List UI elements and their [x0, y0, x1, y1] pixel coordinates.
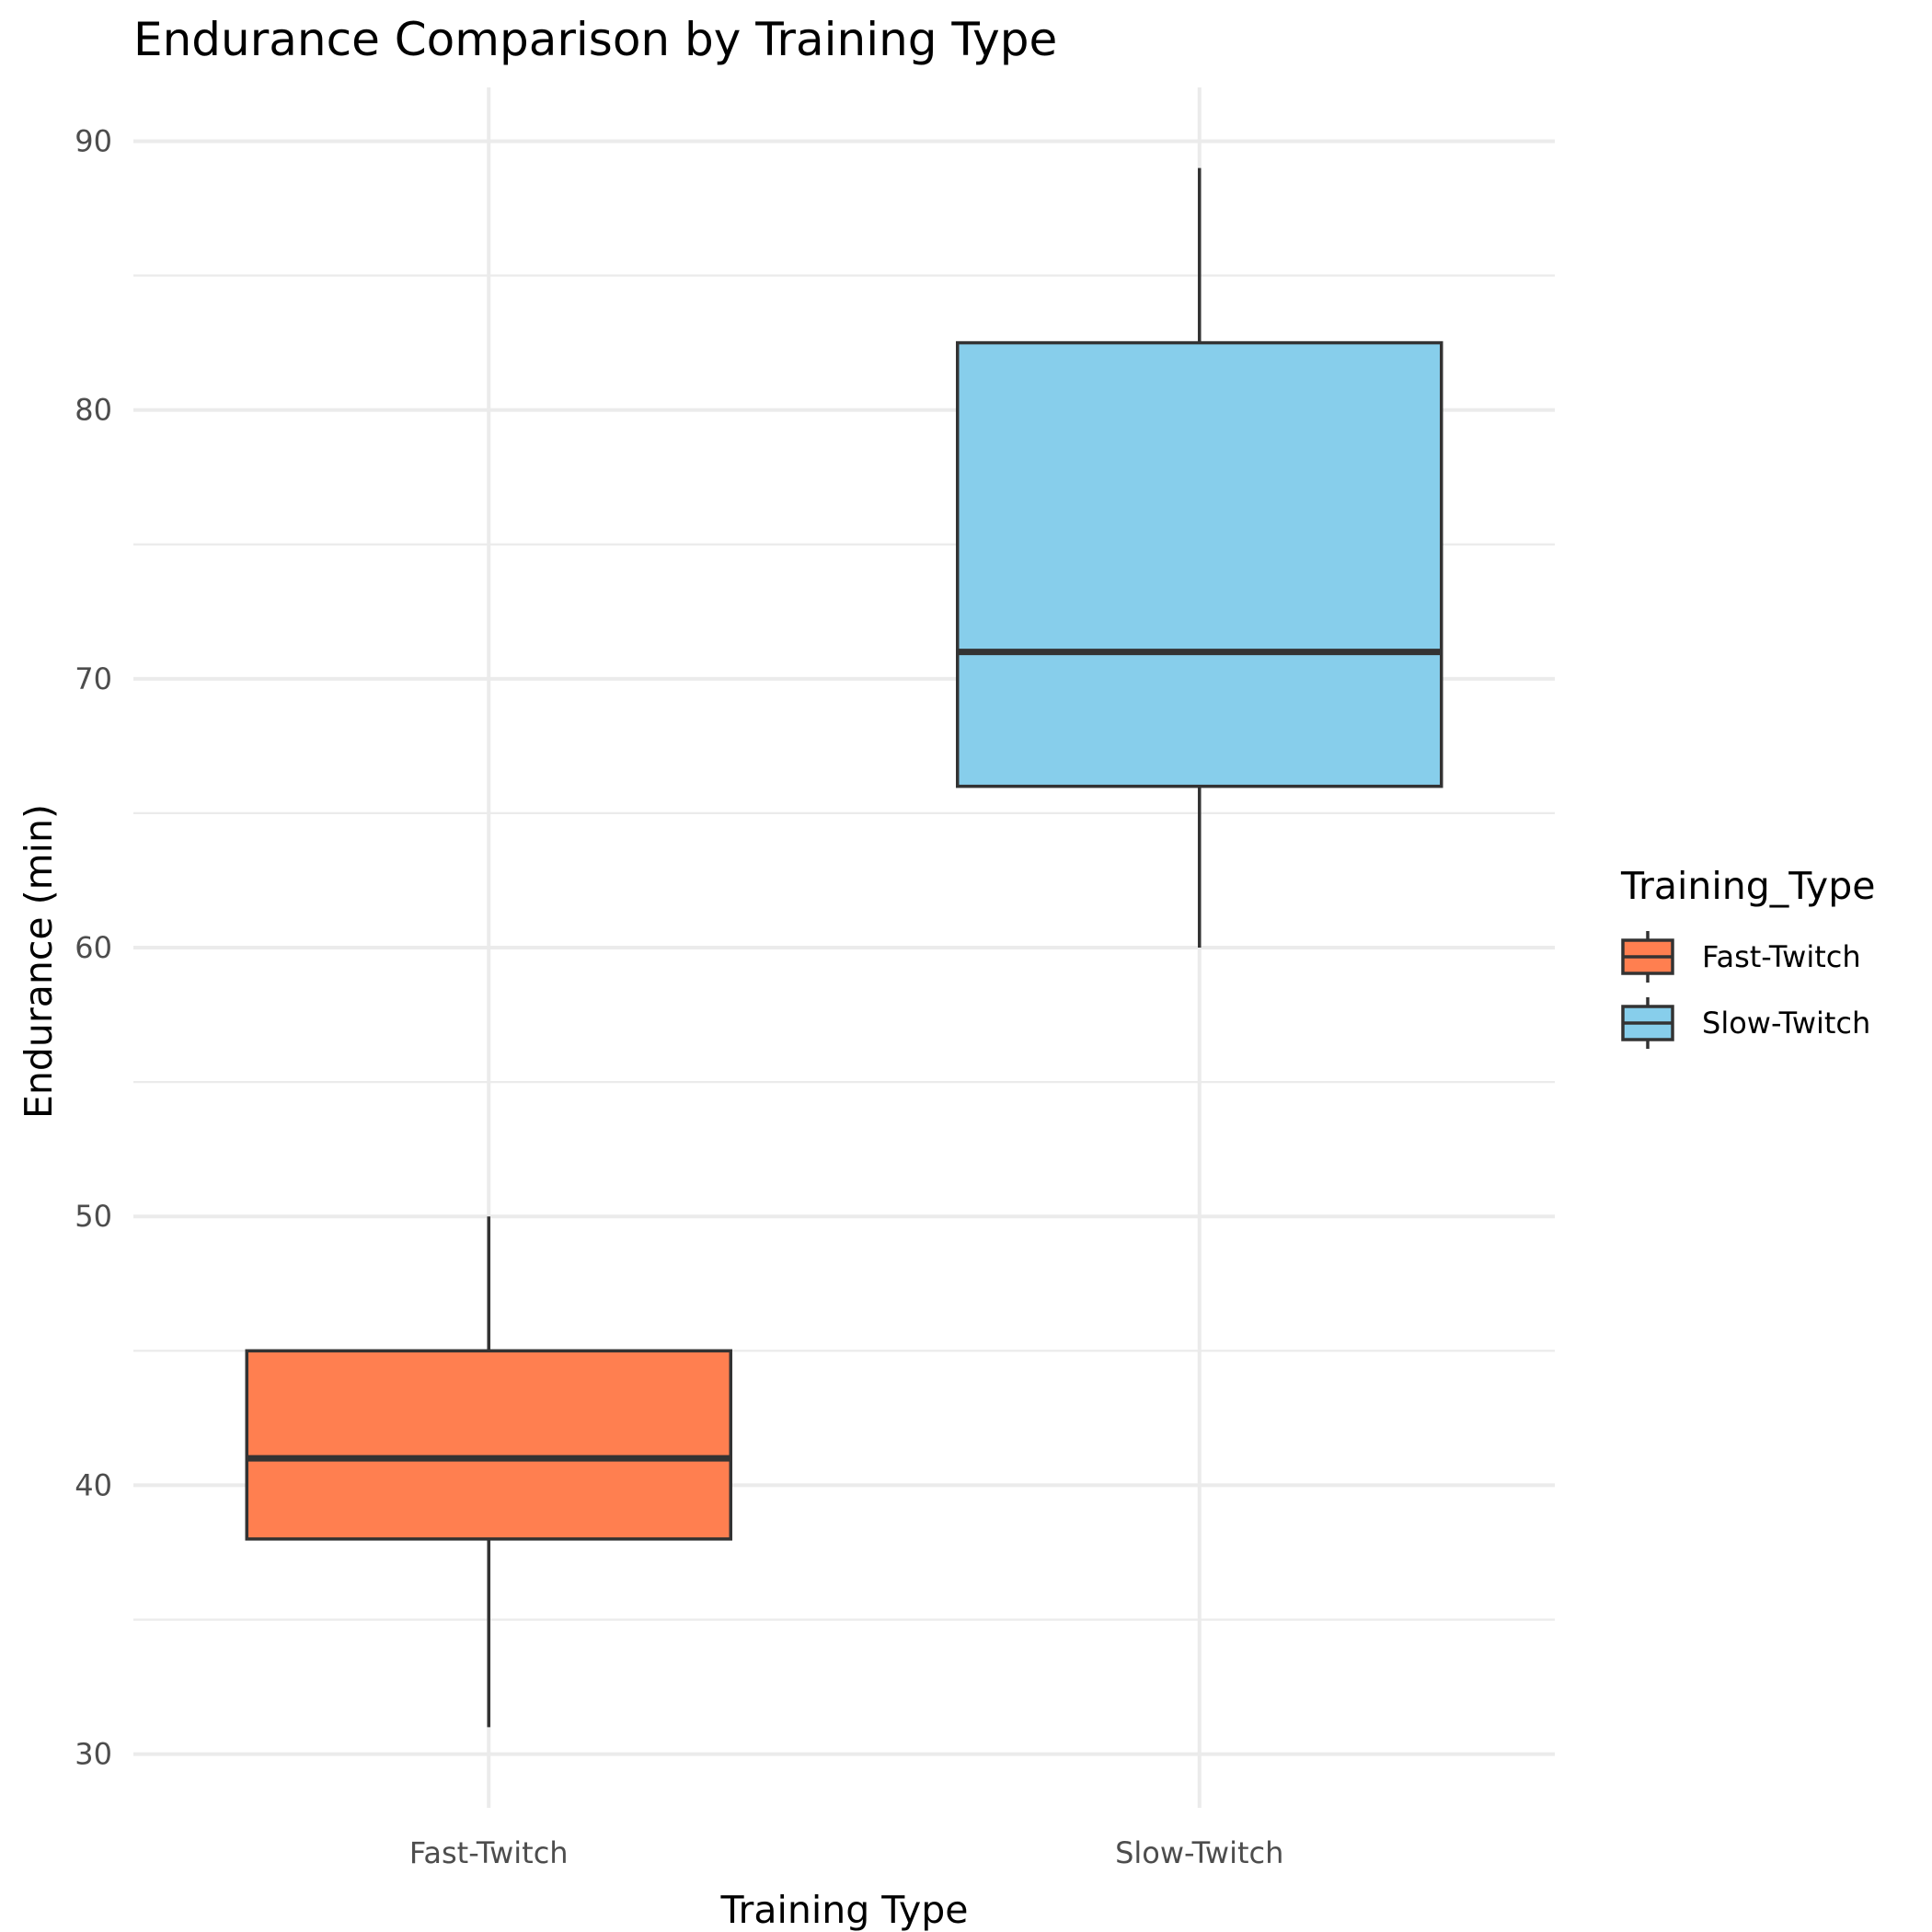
legend: Training_Type Fast-Twitch Slow-Twitch [1620, 864, 1875, 1049]
x-axis-title: Training Type [720, 1888, 969, 1932]
box-fast-twitch [245, 1216, 732, 1728]
y-tick-label: 40 [75, 1467, 112, 1502]
y-tick-label: 60 [75, 930, 112, 965]
legend-title: Training_Type [1620, 864, 1875, 908]
box-body [956, 340, 1443, 788]
y-tick-label: 80 [75, 393, 112, 428]
legend-label: Slow-Twitch [1702, 1006, 1870, 1041]
legend-items: Fast-Twitch Slow-Twitch [1621, 931, 1870, 1049]
x-tick-label: Slow-Twitch [1115, 1835, 1283, 1870]
box-body [245, 1349, 732, 1541]
legend-item: Slow-Twitch [1621, 997, 1870, 1049]
y-tick-label: 50 [75, 1199, 112, 1234]
y-tick-label: 30 [75, 1737, 112, 1772]
legend-item: Fast-Twitch [1621, 931, 1861, 983]
axis-ticks: 30 40 50 60 70 80 90 Fast-Twitch Slow-Twitch [75, 123, 1283, 1870]
y-axis-title: Endurance (min) [17, 804, 61, 1119]
y-tick-label: 90 [75, 123, 112, 158]
chart-title: Endurance Comparison by Training Type [133, 13, 1057, 66]
plot-area [245, 167, 1443, 1728]
box-slow-twitch [956, 167, 1443, 948]
x-tick-label: Fast-Twitch [409, 1835, 569, 1870]
legend-label: Fast-Twitch [1702, 939, 1861, 974]
y-tick-label: 70 [75, 661, 112, 696]
